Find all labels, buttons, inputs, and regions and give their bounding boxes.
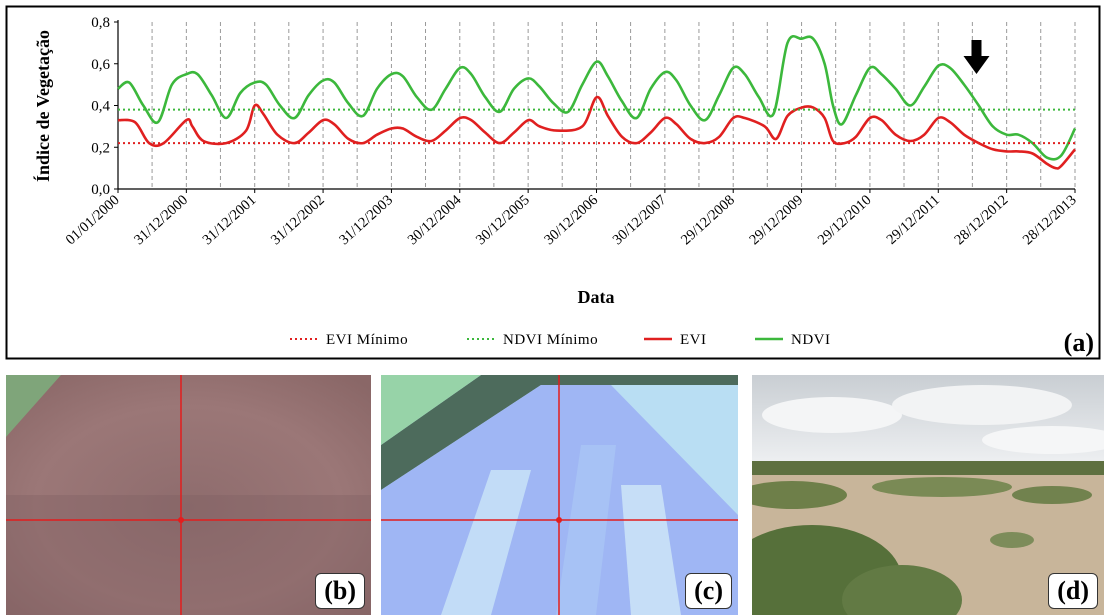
x-tick-label: 30/12/2005 (473, 192, 533, 248)
y-tick-label: 0,4 (91, 99, 110, 115)
y-tick-label: 0,0 (91, 182, 110, 198)
legend-ndvi-label: NDVI (791, 332, 831, 348)
vegetation-index-chart: 0,00,20,40,60,801/01/2000 31/12/2000 31/12… (5, 5, 1101, 360)
x-axis-title: Data (578, 287, 615, 307)
panel-label-d: (d) (1048, 573, 1098, 609)
x-tick-label: 30/12/2006 (541, 192, 601, 248)
satellite-image-c (381, 375, 738, 615)
satellite-image-b (6, 375, 371, 615)
x-tick-label: 29/12/2009 (746, 192, 806, 248)
chart-panel: 0,0 0,2 0,4 0,6 0,8 01/01/2000 31/12/2000 31/12… (5, 5, 1101, 360)
legend-evi-m-nimo-label: EVI Mínimo (326, 332, 408, 348)
y-tick-label: 0,8 (91, 15, 110, 31)
panel-label-b: (b) (315, 573, 365, 609)
field-photo-d (752, 375, 1104, 615)
x-tick-label: 28/12/2012 (952, 192, 1012, 248)
panel-label-c: (c) (685, 573, 732, 609)
legend-ndvi-m-nimo-label: NDVI Mínimo (503, 332, 598, 348)
x-tick-label: 28/12/2013 (1020, 192, 1080, 248)
x-tick-label: 31/12/2003 (336, 192, 396, 248)
y-axis-title: Índice de Vegetação (32, 30, 53, 182)
x-tick-label: 31/12/2000 (131, 192, 191, 248)
photo-panel-c: (c) (381, 375, 738, 615)
panel-label-a: (a) (1064, 328, 1094, 357)
x-tick-label: 29/12/2011 (884, 192, 943, 248)
x-tick-label: 30/12/2004 (405, 192, 465, 249)
photo-panel-b: (b) (6, 375, 371, 615)
y-tick-label: 0,6 (91, 57, 110, 73)
photo-panel-d: (d) (752, 375, 1104, 615)
x-tick-label: 01/01/2000 (63, 192, 123, 248)
chart-frame (5, 5, 1101, 360)
y-tick-label: 0,2 (91, 140, 110, 156)
legend-evi-label: EVI (680, 332, 707, 348)
down-arrow-icon (963, 40, 990, 74)
x-tick-label: 29/12/2008 (678, 192, 738, 248)
x-tick-label: 31/12/2001 (200, 192, 260, 248)
x-tick-label: 29/12/2010 (815, 192, 875, 248)
x-tick-label: 31/12/2002 (268, 192, 328, 248)
series-ndvi-line (117, 34, 1077, 161)
x-tick-label: 30/12/2007 (610, 192, 670, 248)
